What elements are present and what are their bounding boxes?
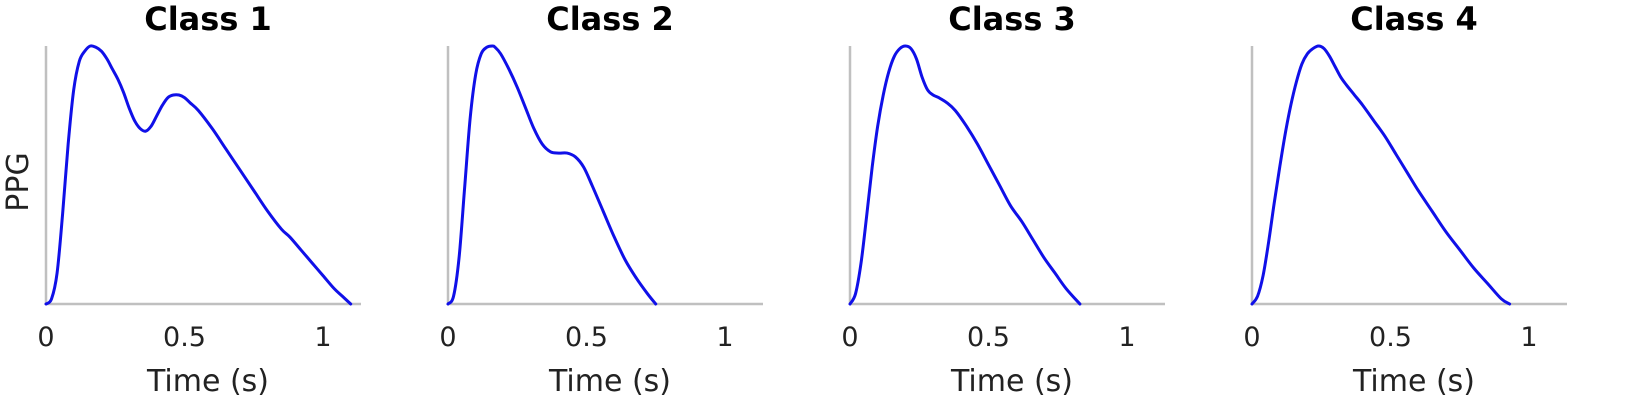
x-axis-label: Time (s) <box>1352 364 1475 399</box>
chart-title: Class 3 <box>948 0 1076 38</box>
x-tick-label: 1 <box>716 322 733 353</box>
chart-title: Class 1 <box>144 0 272 38</box>
x-tick-label: 0 <box>37 322 54 353</box>
ppg-curve <box>446 44 658 306</box>
chart-panel-1: Class 1 0 0.5 1 Time (s) PPG <box>1 0 361 399</box>
chart-title: Class 2 <box>546 0 674 38</box>
x-axis-label: Time (s) <box>548 364 671 399</box>
x-axis-label: Time (s) <box>146 364 269 399</box>
x-tick-label: 0 <box>1243 322 1260 353</box>
x-tick-label: 0 <box>439 322 456 353</box>
chart-panel-4: Class 4 0 0.5 1 Time (s) <box>1243 0 1567 399</box>
ppg-curve <box>848 44 1082 306</box>
x-tick-label: 1 <box>314 322 331 353</box>
ppg-curve <box>1250 44 1512 306</box>
x-tick-label: 1 <box>1520 322 1537 353</box>
x-tick-label: 1 <box>1118 322 1135 353</box>
y-axis-label: PPG <box>1 152 36 211</box>
x-tick-label: 0.5 <box>1369 322 1412 353</box>
x-tick-label: 0.5 <box>565 322 608 353</box>
x-axis-label: Time (s) <box>950 364 1073 399</box>
x-tick-label: 0 <box>841 322 858 353</box>
chart-panel-2: Class 2 0 0.5 1 Time (s) <box>439 0 763 399</box>
chart-title: Class 4 <box>1350 0 1478 38</box>
x-tick-label: 0.5 <box>967 322 1010 353</box>
x-tick-label: 0.5 <box>163 322 206 353</box>
ppg-curve <box>44 44 353 306</box>
chart-panel-3: Class 3 0 0.5 1 Time (s) <box>841 0 1165 399</box>
